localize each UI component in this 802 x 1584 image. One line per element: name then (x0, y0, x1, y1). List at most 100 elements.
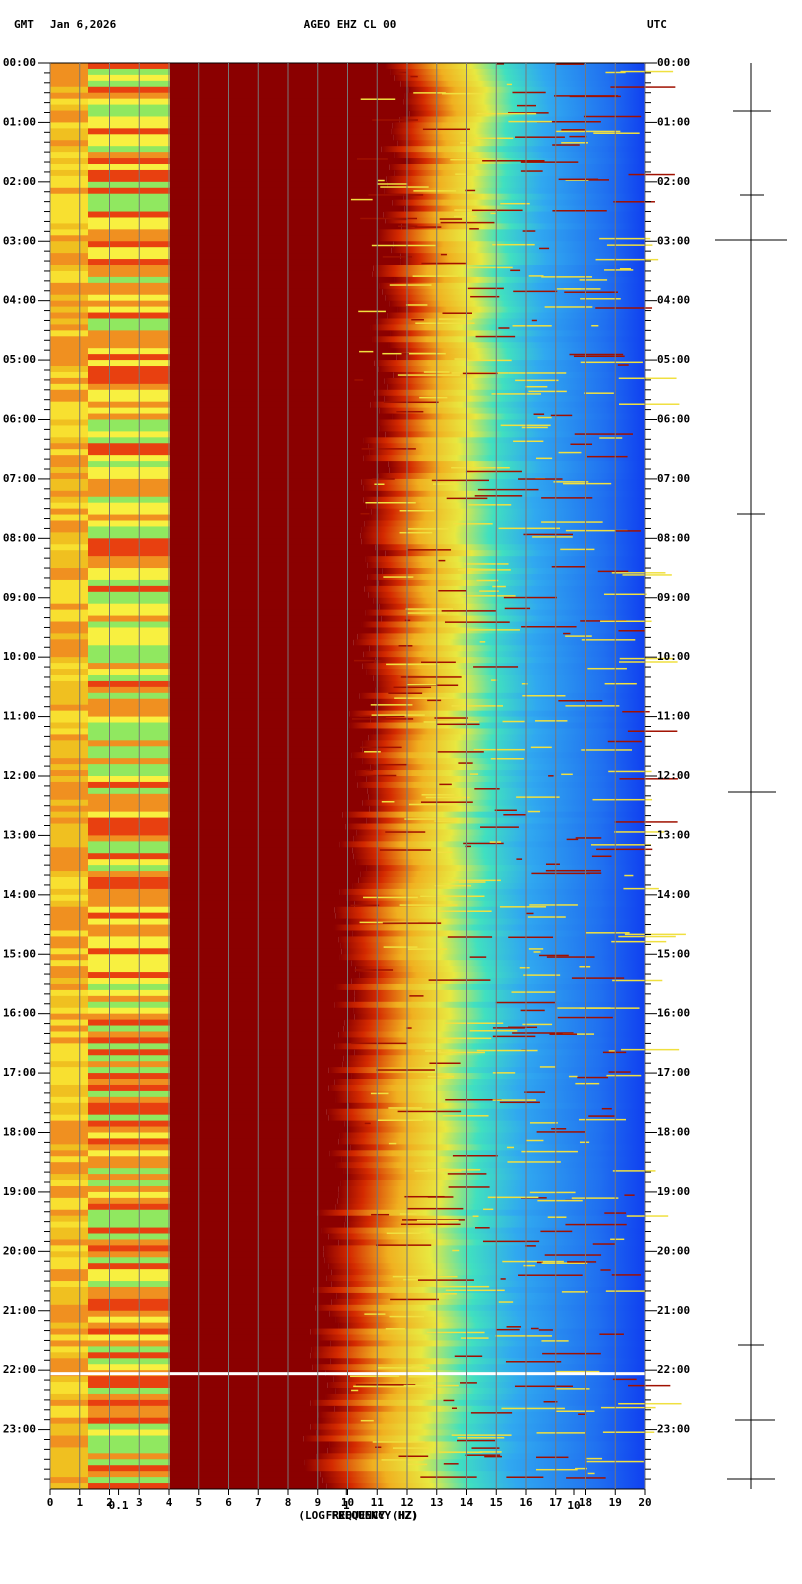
texture (618, 630, 646, 632)
texture (338, 936, 645, 943)
texture (88, 621, 170, 628)
y-tick-label: 05:00 (3, 353, 36, 366)
y-tick-label-right: 16:00 (657, 1007, 690, 1020)
texture (331, 1281, 645, 1288)
texture (50, 954, 88, 961)
texture (335, 1162, 645, 1169)
texture (436, 723, 480, 726)
texture (88, 811, 170, 819)
x-tick-label: 7 (255, 1496, 262, 1509)
texture (596, 848, 653, 851)
texture (88, 276, 170, 284)
texture (88, 597, 170, 605)
texture (373, 265, 645, 272)
texture (400, 676, 462, 678)
texture (170, 692, 360, 700)
texture (50, 1126, 88, 1133)
texture (88, 1263, 170, 1270)
texture (335, 1090, 645, 1098)
texture (620, 1048, 680, 1051)
texture (50, 318, 88, 325)
y-tick-label: 14:00 (3, 888, 36, 901)
texture (320, 1471, 645, 1478)
texture (170, 1286, 314, 1294)
texture (88, 918, 170, 926)
texture (170, 92, 405, 100)
texture (502, 720, 525, 723)
texture (88, 377, 170, 385)
texture (362, 740, 645, 747)
texture (170, 657, 376, 664)
texture (627, 730, 678, 732)
texture (170, 859, 356, 866)
texture (382, 568, 645, 575)
texture (50, 752, 88, 759)
texture (88, 1435, 170, 1442)
texture (88, 401, 170, 409)
texture (326, 1108, 645, 1116)
texture (380, 186, 429, 188)
texture (170, 930, 353, 937)
y-tick-label-right: 05:00 (657, 353, 690, 366)
texture (88, 455, 170, 462)
texture (547, 1216, 567, 1218)
texture (538, 1329, 553, 1331)
texture (434, 820, 457, 822)
texture (50, 948, 88, 955)
texture (338, 1185, 645, 1193)
texture (528, 390, 567, 393)
y-tick-label-right: 22:00 (657, 1363, 690, 1376)
texture (88, 633, 170, 640)
texture (411, 1366, 426, 1368)
texture (170, 443, 369, 450)
texture (513, 290, 558, 293)
texture (170, 740, 363, 747)
texture (400, 80, 645, 88)
date: Jan 6,2026 (50, 18, 117, 31)
texture (88, 282, 170, 290)
texture (498, 527, 560, 530)
texture (475, 1227, 490, 1229)
texture (170, 241, 394, 248)
texture (170, 288, 383, 296)
texture (608, 1050, 616, 1052)
texture (359, 715, 405, 718)
texture (170, 1275, 327, 1282)
texture (522, 694, 566, 697)
texture (170, 1483, 327, 1490)
texture (454, 209, 472, 211)
texture (170, 1019, 345, 1027)
texture (416, 1219, 459, 1222)
texture (50, 1001, 88, 1009)
texture (170, 395, 385, 403)
texture (50, 401, 88, 409)
texture (88, 847, 170, 854)
texture (543, 1400, 558, 1403)
y-tick-label: 07:00 (3, 472, 36, 485)
y-tick-label: 20:00 (3, 1244, 36, 1257)
texture (346, 894, 645, 902)
texture (361, 478, 645, 486)
texture (364, 751, 381, 753)
texture (88, 1138, 170, 1145)
texture (421, 794, 455, 796)
texture (361, 448, 416, 450)
texture (170, 1067, 329, 1074)
texture (408, 86, 645, 94)
texture (409, 995, 424, 997)
y-tick-label-right: 15:00 (657, 947, 690, 960)
texture (377, 183, 408, 185)
texture (88, 484, 170, 492)
texture (88, 1001, 170, 1009)
texture (170, 603, 380, 611)
texture (88, 859, 170, 866)
texture (469, 773, 479, 775)
texture (511, 991, 556, 993)
texture (420, 1476, 477, 1478)
texture (50, 1275, 88, 1282)
texture (50, 728, 88, 735)
texture (618, 1402, 682, 1405)
texture (170, 1453, 317, 1460)
texture (88, 1465, 170, 1472)
texture (170, 1292, 337, 1300)
